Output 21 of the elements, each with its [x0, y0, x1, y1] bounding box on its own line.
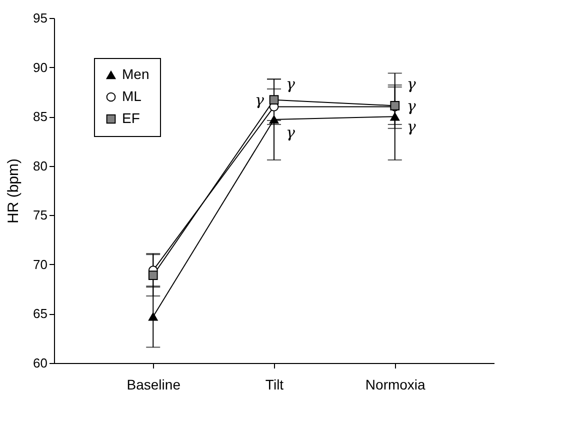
- y-tick-label: 70: [33, 256, 48, 272]
- y-axis-title: HR (bpm): [5, 158, 22, 224]
- y-tick-label: 75: [33, 208, 48, 223]
- y-tick-label: 60: [33, 356, 48, 370]
- y-tick-label: 90: [33, 60, 48, 75]
- legend-label: ML: [122, 88, 142, 104]
- y-tick-label: 80: [33, 158, 48, 174]
- annotation: γ: [286, 123, 295, 142]
- y-tick-label: 85: [33, 109, 48, 124]
- annotation: γ: [286, 75, 295, 94]
- annotation: γ: [406, 117, 416, 136]
- legend-label: EF: [122, 110, 140, 126]
- legend-label: Men: [122, 66, 150, 82]
- x-tick-label: Normoxia: [365, 376, 426, 392]
- annotation: γ: [255, 90, 264, 109]
- y-tick-label: 95: [33, 10, 48, 26]
- x-tick-label: Tilt: [265, 376, 284, 392]
- y-tick-label: 65: [33, 306, 48, 322]
- x-tick-label: Baseline: [126, 376, 181, 392]
- annotation: γ: [406, 75, 416, 94]
- annotation: γ: [406, 97, 416, 116]
